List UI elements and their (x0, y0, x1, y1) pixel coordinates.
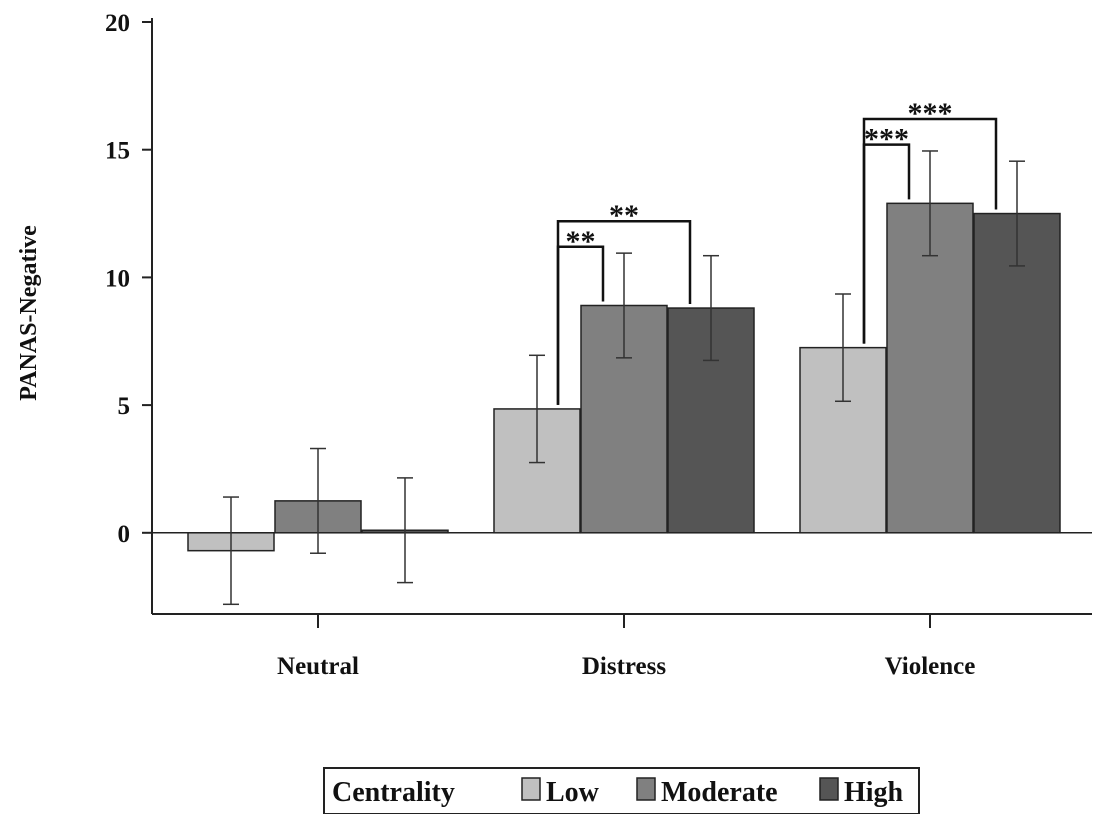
legend: Centrality Low Moderate High (323, 767, 920, 814)
significance-bracket-distress-low-high: ** (556, 199, 692, 405)
error-bar-neutral-high (397, 477, 413, 584)
y-tick-label-20: 20 (105, 10, 130, 37)
significance-label: ** (609, 199, 639, 232)
legend-label-moderate: Moderate (661, 777, 778, 808)
error-bar-distress-low (529, 354, 545, 464)
significance-label: *** (864, 123, 909, 156)
significance-label: *** (908, 97, 953, 130)
bracket-line (862, 117, 998, 344)
x-tick-label-distress: Distress (582, 653, 667, 680)
x-tick-label-neutral: Neutral (277, 653, 359, 680)
error-bar-violence-moderate (922, 150, 938, 257)
y-tick-label-15: 15 (105, 138, 130, 165)
error-bar-neutral-low (223, 496, 239, 606)
bracket-line (556, 219, 692, 405)
significance-annotations: ********** (556, 97, 998, 405)
error-bar-violence-low (835, 293, 851, 403)
error-bar-distress-high (703, 254, 719, 362)
legend-title: Centrality (332, 777, 455, 808)
bar-violence-moderate (886, 202, 974, 534)
significance-bracket-violence-low-high: *** (862, 97, 998, 344)
y-tick-label-5: 5 (118, 393, 131, 420)
y-axis-label: PANAS-Negative (16, 225, 42, 401)
x-tick-label-violence: Violence (885, 653, 976, 680)
legend-swatch-high (819, 777, 839, 801)
bar-violence-high (973, 212, 1061, 534)
error-bar-distress-moderate (616, 252, 632, 359)
error-bars (223, 150, 1025, 606)
error-bar-neutral-moderate (310, 447, 326, 554)
error-bar-violence-high (1009, 160, 1025, 267)
y-tick-label-10: 10 (105, 265, 130, 292)
y-tick-label-0: 0 (118, 521, 131, 548)
legend-swatch-moderate (636, 777, 656, 801)
legend-label-high: High (844, 777, 904, 808)
legend-swatch-low (521, 777, 541, 801)
significance-label: ** (566, 225, 596, 258)
legend-label-low: Low (546, 777, 600, 808)
